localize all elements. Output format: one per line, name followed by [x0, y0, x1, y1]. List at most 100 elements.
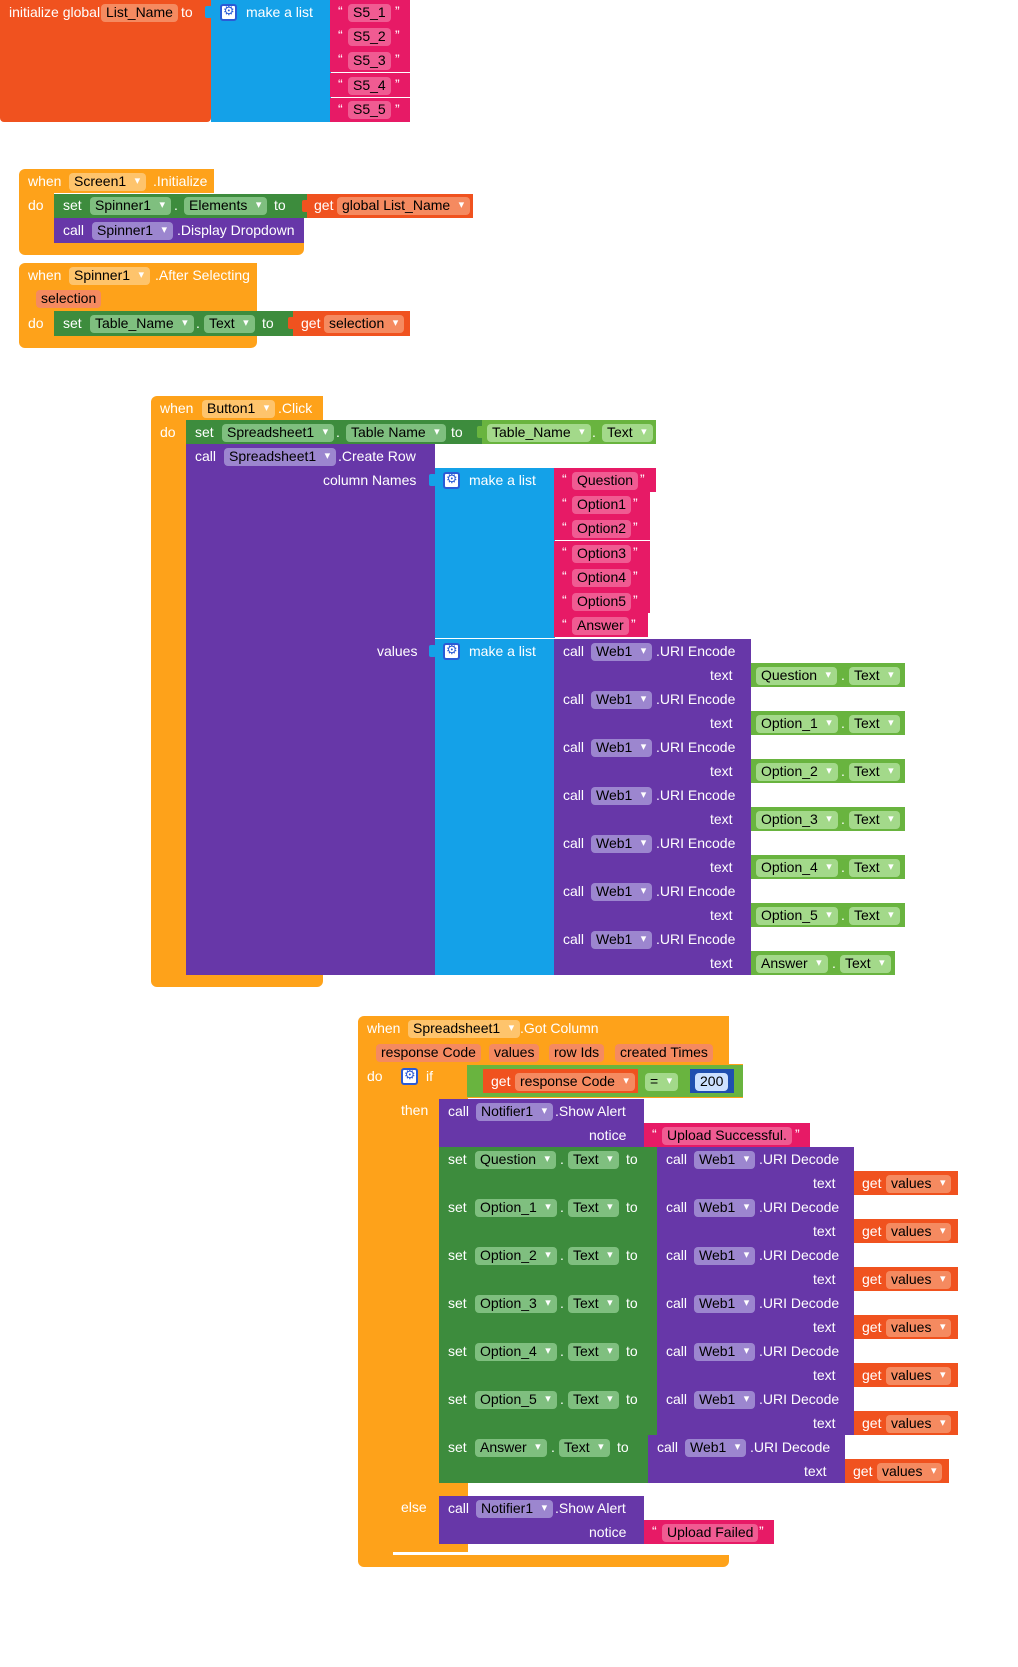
component-dropdown[interactable]: Option_5 — [756, 907, 838, 925]
component-dropdown[interactable]: Option_3 — [756, 811, 838, 829]
component-dropdown[interactable]: Web1 — [591, 739, 653, 757]
component-dropdown[interactable]: Question — [756, 667, 838, 685]
component-dropdown[interactable]: Web1 — [591, 835, 653, 853]
component-dropdown[interactable]: Web1 — [694, 1199, 756, 1217]
component-dropdown[interactable]: Option_2 — [756, 763, 838, 781]
component-dropdown[interactable]: Spinner1 — [90, 197, 172, 215]
variable-dropdown[interactable]: values — [886, 1223, 952, 1241]
property-dropdown[interactable]: Text — [568, 1247, 619, 1265]
event-param[interactable]: created Times — [615, 1044, 713, 1062]
property-dropdown[interactable]: Text — [849, 859, 900, 877]
property-dropdown[interactable]: Text — [602, 424, 653, 442]
uri-encode-block[interactable] — [554, 783, 751, 831]
make-list-values[interactable] — [435, 639, 555, 975]
string-value[interactable]: S5_4 — [348, 77, 391, 95]
component-dropdown[interactable]: Web1 — [591, 691, 653, 709]
event-param[interactable]: row Ids — [549, 1044, 605, 1062]
component-dropdown[interactable]: Web1 — [591, 787, 653, 805]
component-dropdown[interactable]: Web1 — [694, 1295, 756, 1313]
uri-encode-block[interactable] — [554, 687, 751, 735]
component-dropdown[interactable]: Spreadsheet1 — [224, 448, 337, 466]
string-value[interactable]: S5_1 — [348, 4, 391, 22]
uri-encode-block[interactable] — [554, 831, 751, 879]
variable-dropdown[interactable]: response Code — [515, 1073, 635, 1091]
component-dropdown[interactable]: Web1 — [694, 1343, 756, 1361]
event-param[interactable]: selection — [36, 290, 102, 308]
string-value[interactable]: Answer — [572, 617, 629, 635]
component-dropdown[interactable]: Option_2 — [475, 1247, 557, 1265]
property-dropdown[interactable]: Text — [849, 907, 900, 925]
component-dropdown[interactable]: Web1 — [694, 1247, 756, 1265]
property-dropdown[interactable]: Table Name — [346, 424, 446, 442]
uri-decode-block[interactable] — [657, 1147, 854, 1195]
mutator-gear-icon[interactable] — [220, 3, 237, 21]
component-dropdown[interactable]: Notifier1 — [476, 1103, 554, 1121]
uri-decode-block[interactable] — [657, 1387, 854, 1435]
event-param[interactable]: response Code — [376, 1044, 481, 1062]
number-value[interactable]: 200 — [695, 1073, 729, 1091]
string-value[interactable]: Upload Successful. — [662, 1127, 792, 1145]
make-list-columns[interactable] — [435, 468, 555, 638]
string-value[interactable]: Option1 — [572, 496, 632, 514]
component-dropdown[interactable]: Screen1 — [69, 173, 147, 191]
component-dropdown[interactable]: Web1 — [685, 1439, 747, 1457]
event-param[interactable]: values — [489, 1044, 540, 1062]
mutator-gear-icon[interactable] — [401, 1067, 418, 1085]
mutator-gear-icon[interactable] — [443, 642, 460, 660]
uri-encode-block[interactable] — [554, 927, 751, 975]
component-dropdown[interactable]: Option_5 — [475, 1391, 557, 1409]
uri-encode-block[interactable] — [554, 879, 751, 927]
property-dropdown[interactable]: Text — [849, 811, 900, 829]
global-var-name[interactable]: List_Name — [101, 4, 178, 22]
component-dropdown[interactable]: Web1 — [694, 1151, 756, 1169]
string-value[interactable]: Upload Failed — [662, 1524, 759, 1542]
uri-decode-block[interactable] — [657, 1243, 854, 1291]
string-value[interactable]: S5_2 — [348, 28, 391, 46]
component-dropdown[interactable]: Table_Name — [487, 424, 591, 442]
variable-dropdown[interactable]: values — [886, 1415, 952, 1433]
variable-dropdown[interactable]: selection — [324, 315, 405, 333]
component-dropdown[interactable]: Web1 — [591, 931, 653, 949]
uri-decode-block[interactable] — [657, 1339, 854, 1387]
string-value[interactable]: Option2 — [572, 520, 632, 538]
property-dropdown[interactable]: Text — [568, 1295, 619, 1313]
property-dropdown[interactable]: Text — [849, 667, 900, 685]
component-dropdown[interactable]: Web1 — [694, 1391, 756, 1409]
property-dropdown[interactable]: Text — [568, 1391, 619, 1409]
component-dropdown[interactable]: Spinner1 — [92, 222, 174, 240]
component-dropdown[interactable]: Option_4 — [756, 859, 838, 877]
component-dropdown[interactable]: Option_1 — [475, 1199, 557, 1217]
string-value[interactable]: Option3 — [572, 545, 632, 563]
property-dropdown[interactable]: Text — [568, 1343, 619, 1361]
string-value[interactable]: Option5 — [572, 593, 632, 611]
property-dropdown[interactable]: Text — [559, 1439, 610, 1457]
property-dropdown[interactable]: Text — [568, 1151, 619, 1169]
variable-dropdown[interactable]: values — [886, 1367, 952, 1385]
create-row-block[interactable] — [186, 444, 435, 975]
property-dropdown[interactable]: Text — [849, 715, 900, 733]
component-dropdown[interactable]: Spreadsheet1 — [222, 424, 335, 442]
property-dropdown[interactable]: Text — [568, 1199, 619, 1217]
string-value[interactable]: S5_3 — [348, 52, 391, 70]
property-dropdown[interactable]: Text — [849, 763, 900, 781]
string-value[interactable]: Question — [572, 472, 639, 490]
component-dropdown[interactable]: Option_4 — [475, 1343, 557, 1361]
uri-decode-block[interactable] — [648, 1435, 845, 1483]
string-value[interactable]: S5_5 — [348, 101, 391, 119]
component-dropdown[interactable]: Option_3 — [475, 1295, 557, 1313]
variable-dropdown[interactable]: values — [877, 1463, 943, 1481]
variable-dropdown[interactable]: values — [886, 1175, 952, 1193]
component-dropdown[interactable]: Answer — [756, 955, 828, 973]
component-dropdown[interactable]: Web1 — [591, 883, 653, 901]
component-dropdown[interactable]: Spreadsheet1 — [408, 1020, 521, 1038]
component-dropdown[interactable]: Question — [475, 1151, 557, 1169]
uri-decode-block[interactable] — [657, 1291, 854, 1339]
component-dropdown[interactable]: Answer — [475, 1439, 547, 1457]
component-dropdown[interactable]: Notifier1 — [476, 1500, 554, 1518]
string-value[interactable]: Option4 — [572, 569, 632, 587]
uri-encode-block[interactable] — [554, 735, 751, 783]
component-dropdown[interactable]: Option_1 — [756, 715, 838, 733]
variable-dropdown[interactable]: values — [886, 1271, 952, 1289]
component-dropdown[interactable]: Web1 — [591, 643, 653, 661]
component-dropdown[interactable]: Spinner1 — [69, 267, 151, 285]
